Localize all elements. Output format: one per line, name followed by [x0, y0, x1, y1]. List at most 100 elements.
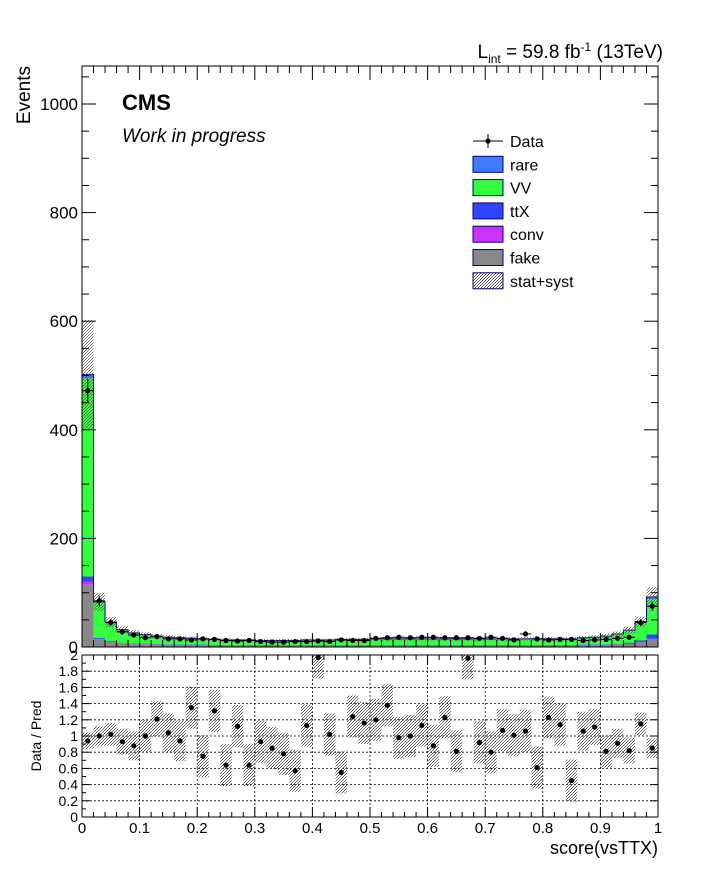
bar-ttX-17	[277, 644, 290, 646]
bar-ttX-12	[220, 644, 232, 646]
ratio-point-40	[545, 714, 552, 720]
bar-ttX-36	[496, 644, 509, 646]
bar-ttX-13	[231, 644, 244, 646]
data-point-0	[85, 388, 91, 394]
bar-fake-42	[565, 645, 578, 647]
bar-VV-11	[208, 639, 221, 645]
ratio-point-36	[499, 727, 506, 733]
bar-fake-25	[370, 645, 382, 647]
ratio-point-11	[211, 708, 218, 714]
bar-VV-48	[634, 622, 647, 641]
data-point-42	[569, 636, 575, 642]
bar-VV-25	[370, 639, 382, 645]
bar-ttX-40	[542, 644, 555, 646]
legend-label: fake	[510, 251, 540, 268]
lumi-label: Lint = 59.8 fb-1 (13TeV)	[477, 40, 663, 66]
data-point-35	[488, 634, 494, 640]
bar-VV-39	[531, 639, 543, 645]
bar-fake-11	[208, 645, 221, 647]
ratio-point-10	[200, 753, 206, 759]
bar-ttX-3	[116, 642, 129, 644]
data-point-2	[108, 619, 114, 626]
bar-fake-14	[243, 645, 255, 647]
y-axis-title-ratio: Data / Pred	[28, 701, 44, 772]
ratio-point-31	[442, 714, 448, 720]
ratio-y-tick-label: 0.8	[59, 744, 79, 760]
legend-item-fake: fake	[472, 249, 540, 268]
bar-fake-45	[600, 644, 612, 647]
bar-fake-28	[404, 645, 417, 647]
bar-fake-1	[93, 639, 106, 647]
data-point-20	[315, 638, 321, 644]
stacked-histogram	[81, 373, 658, 647]
data-point-19	[304, 638, 310, 645]
bar-ttX-10	[197, 644, 209, 645]
data-point-45	[603, 636, 609, 642]
data-point-27	[396, 634, 402, 640]
ratio-point-47	[626, 747, 632, 754]
data-point-14	[246, 637, 252, 644]
bar-fake-34	[473, 645, 486, 647]
unc-band-46	[611, 631, 624, 637]
legend-swatch	[472, 249, 504, 266]
bar-ttX-15	[254, 644, 267, 646]
data-point-26	[384, 635, 390, 641]
stack-outline	[81, 373, 658, 647]
bar-ttX-18	[289, 644, 301, 646]
bar-fake-29	[416, 645, 428, 647]
ratio-point-26	[384, 702, 390, 708]
bar-fake-27	[393, 645, 405, 647]
bar-ttX-24	[358, 644, 370, 646]
bar-fake-6	[151, 644, 163, 647]
bar-fake-43	[577, 644, 589, 647]
ratio-point-13	[234, 723, 241, 729]
data-point-24	[361, 637, 367, 644]
bar-ttX-11	[208, 644, 221, 646]
bar-ttX-28	[404, 644, 417, 646]
ratio-point-1	[96, 733, 102, 739]
ratio-point-8	[177, 738, 183, 744]
x-tick-label: 0.4	[302, 820, 323, 837]
bar-VV-1	[93, 602, 106, 638]
ratio-y-tick-label: 1.8	[59, 663, 79, 679]
bar-conv-2	[105, 641, 117, 643]
bar-conv-4	[128, 643, 140, 645]
legend-item-stat+syst: stat+syst	[472, 272, 574, 291]
x-tick-label: 0.1	[129, 820, 150, 837]
legend-swatch	[472, 272, 504, 290]
ratio-point-49	[649, 745, 655, 751]
ratio-y-tick-label: 1.6	[59, 679, 79, 695]
data-point-30	[430, 634, 436, 640]
bar-ttX-37	[508, 644, 520, 646]
bar-ttX-35	[485, 644, 497, 646]
data-point-47	[626, 634, 632, 640]
y-tick-label: 600	[50, 312, 78, 331]
ratio-point-30	[430, 743, 436, 749]
ratio-band-20	[312, 655, 324, 679]
ratio-point-46	[615, 740, 621, 746]
ratio-point-21	[327, 731, 333, 737]
ratio-y-tick-label: 1	[70, 728, 78, 744]
bar-ttX-29	[416, 644, 428, 646]
x-tick-label: 0.8	[532, 820, 553, 837]
bar-fake-16	[266, 645, 278, 647]
uncertainty-band	[82, 319, 658, 642]
bar-VV-3	[116, 630, 129, 643]
bar-fake-2	[105, 642, 117, 647]
bar-ttX-23	[346, 644, 359, 646]
data-point-11	[211, 636, 218, 642]
data-point-33	[465, 635, 471, 641]
data-point-29	[419, 634, 425, 640]
data-point-10	[200, 636, 206, 642]
bar-fake-8	[174, 644, 186, 647]
ratio-x-axis: 0 0.1 0.2 0.3 0.4 0.5 0.6 0.7 0.8 0.9 1	[78, 655, 662, 837]
bar-fake-24	[358, 645, 370, 647]
unc-band-5	[139, 632, 152, 638]
bar-fake-33	[462, 645, 474, 647]
bar-fake-36	[496, 645, 509, 647]
data-point-44	[592, 637, 598, 643]
data-points	[82, 378, 658, 645]
ratio-point-42	[569, 777, 575, 784]
ratio-y-tick-label: 1.4	[59, 696, 79, 712]
ratio-point-4	[131, 743, 137, 749]
